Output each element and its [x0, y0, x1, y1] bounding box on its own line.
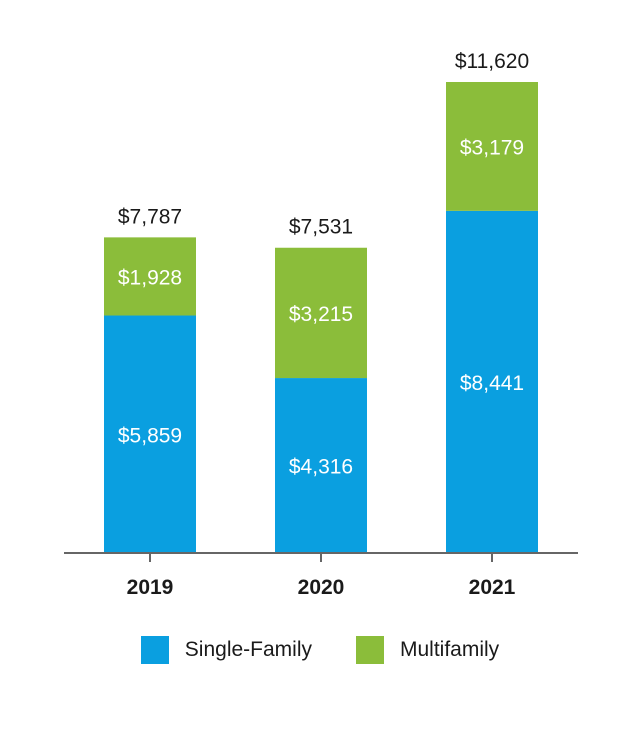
data-label-multifamily-2020: $3,215 — [289, 303, 353, 326]
bar-multifamily-2019 — [104, 237, 196, 316]
bar-multifamily-2020 — [275, 247, 367, 379]
legend: Single-Family Multifamily — [0, 636, 640, 664]
total-label-2021: $11,620 — [455, 50, 529, 73]
legend-swatch-multifamily — [356, 636, 384, 664]
data-label-single-family-2021: $8,441 — [460, 372, 524, 395]
data-label-multifamily-2021: $3,179 — [460, 136, 524, 159]
data-label-single-family-2020: $4,316 — [289, 456, 353, 479]
x-tick-label-2021: 2021 — [469, 576, 516, 599]
bar-single-family-2021 — [446, 210, 538, 553]
bar-multifamily-2021 — [446, 82, 538, 211]
legend-label-single-family: Single-Family — [184, 638, 312, 661]
x-tick-label-2019: 2019 — [127, 576, 174, 599]
total-label-2019: $7,787 — [118, 205, 182, 228]
total-label-2020: $7,531 — [289, 216, 353, 239]
legend-label-multifamily: Multifamily — [400, 638, 500, 661]
data-label-single-family-2019: $5,859 — [118, 424, 182, 447]
bar-single-family-2020 — [275, 378, 367, 553]
x-tick-label-2020: 2020 — [298, 576, 345, 599]
legend-swatch-single-family — [140, 636, 169, 664]
stacked-bar-chart: $5,859 $1,928 $7,787 2019 $4,316 $3,215 $7,531… — [64, 50, 578, 599]
legend-item-multifamily: Multifamily — [356, 636, 499, 664]
legend-item-single-family: Single-Family — [140, 636, 312, 664]
data-label-multifamily-2019: $1,928 — [118, 266, 182, 289]
bar-single-family-2019 — [104, 315, 196, 553]
